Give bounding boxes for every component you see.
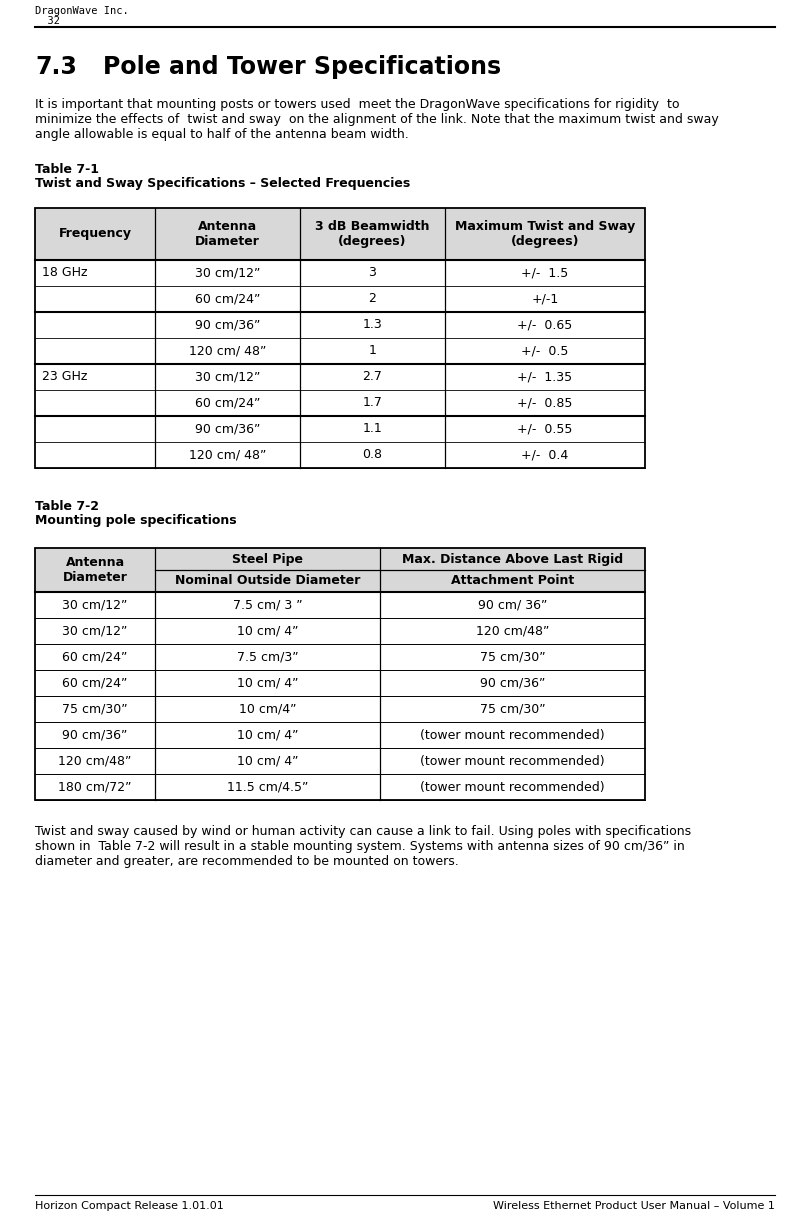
Text: 90 cm/36”: 90 cm/36” — [195, 318, 260, 332]
Text: 90 cm/36”: 90 cm/36” — [62, 729, 128, 741]
Text: 1: 1 — [369, 344, 377, 357]
Text: 7.5 cm/3”: 7.5 cm/3” — [237, 650, 298, 664]
Text: +/-  0.4: +/- 0.4 — [522, 448, 569, 461]
Text: 2: 2 — [369, 293, 377, 305]
Text: 7.5 cm/ 3 ”: 7.5 cm/ 3 ” — [233, 598, 302, 612]
Text: angle allowable is equal to half of the antenna beam width.: angle allowable is equal to half of the … — [35, 128, 409, 140]
Text: Table 7-1: Table 7-1 — [35, 163, 99, 176]
Text: 23 GHz: 23 GHz — [42, 371, 87, 384]
Text: 18 GHz: 18 GHz — [42, 266, 87, 280]
Text: Max. Distance Above Last Rigid: Max. Distance Above Last Rigid — [402, 552, 623, 566]
Text: 10 cm/ 4”: 10 cm/ 4” — [237, 729, 298, 741]
Text: Wireless Ethernet Product User Manual – Volume 1: Wireless Ethernet Product User Manual – … — [493, 1201, 775, 1211]
Text: 75 cm/30”: 75 cm/30” — [480, 702, 546, 716]
Text: 3 dB Beamwidth
(degrees): 3 dB Beamwidth (degrees) — [315, 220, 430, 248]
Text: +/-1: +/-1 — [531, 293, 558, 305]
Text: Table 7-2: Table 7-2 — [35, 500, 99, 513]
Text: It is important that mounting posts or towers used  meet the DragonWave specific: It is important that mounting posts or t… — [35, 98, 679, 111]
Text: 32: 32 — [35, 16, 60, 25]
Text: 10 cm/ 4”: 10 cm/ 4” — [237, 754, 298, 768]
Text: 3: 3 — [369, 266, 377, 280]
Text: 180 cm/72”: 180 cm/72” — [58, 781, 132, 793]
Text: (tower mount recommended): (tower mount recommended) — [420, 781, 605, 793]
Text: 11.5 cm/4.5”: 11.5 cm/4.5” — [227, 781, 308, 793]
Text: shown in  Table 7-2 will result in a stable mounting system. Systems with antenn: shown in Table 7-2 will result in a stab… — [35, 840, 685, 853]
Text: 30 cm/12”: 30 cm/12” — [62, 625, 128, 637]
Text: 90 cm/ 36”: 90 cm/ 36” — [478, 598, 547, 612]
Text: (tower mount recommended): (tower mount recommended) — [420, 754, 605, 768]
Text: 60 cm/24”: 60 cm/24” — [195, 396, 260, 409]
Text: 30 cm/12”: 30 cm/12” — [195, 371, 260, 384]
Text: +/-  0.55: +/- 0.55 — [518, 423, 573, 436]
Text: 120 cm/48”: 120 cm/48” — [58, 754, 132, 768]
Text: +/-  0.65: +/- 0.65 — [518, 318, 573, 332]
Text: 1.3: 1.3 — [362, 318, 382, 332]
Text: 120 cm/ 48”: 120 cm/ 48” — [189, 344, 266, 357]
Text: diameter and greater, are recommended to be mounted on towers.: diameter and greater, are recommended to… — [35, 855, 458, 868]
Text: 7.3: 7.3 — [35, 54, 77, 79]
Text: Antenna
Diameter: Antenna Diameter — [62, 556, 127, 584]
Text: Frequency: Frequency — [58, 228, 131, 241]
Text: +/-  1.5: +/- 1.5 — [522, 266, 569, 280]
Text: 10 cm/4”: 10 cm/4” — [238, 702, 296, 716]
Text: +/-  0.5: +/- 0.5 — [522, 344, 569, 357]
Text: 75 cm/30”: 75 cm/30” — [480, 650, 546, 664]
Bar — [35, 208, 645, 260]
Text: Twist and sway caused by wind or human activity can cause a link to fail. Using : Twist and sway caused by wind or human a… — [35, 825, 691, 838]
Text: 90 cm/36”: 90 cm/36” — [195, 423, 260, 436]
Text: +/-  1.35: +/- 1.35 — [518, 371, 573, 384]
Text: Antenna
Diameter: Antenna Diameter — [195, 220, 260, 248]
Text: 90 cm/36”: 90 cm/36” — [480, 677, 545, 689]
Text: Steel Pipe: Steel Pipe — [232, 552, 303, 566]
Bar — [35, 208, 645, 467]
Text: Attachment Point: Attachment Point — [451, 574, 574, 587]
Text: Mounting pole specifications: Mounting pole specifications — [35, 513, 237, 527]
Text: Horizon Compact Release 1.01.01: Horizon Compact Release 1.01.01 — [35, 1201, 224, 1211]
Text: Pole and Tower Specifications: Pole and Tower Specifications — [103, 54, 501, 79]
Bar — [35, 549, 645, 800]
Text: 30 cm/12”: 30 cm/12” — [62, 598, 128, 612]
Text: 60 cm/24”: 60 cm/24” — [195, 293, 260, 305]
Text: Twist and Sway Specifications – Selected Frequencies: Twist and Sway Specifications – Selected… — [35, 177, 410, 190]
Text: 120 cm/48”: 120 cm/48” — [476, 625, 549, 637]
Text: 0.8: 0.8 — [362, 448, 382, 461]
Text: 1.7: 1.7 — [362, 396, 382, 409]
Text: 120 cm/ 48”: 120 cm/ 48” — [189, 448, 266, 461]
Bar — [35, 549, 645, 592]
Text: 60 cm/24”: 60 cm/24” — [62, 677, 128, 689]
Text: 75 cm/30”: 75 cm/30” — [62, 702, 128, 716]
Text: Maximum Twist and Sway
(degrees): Maximum Twist and Sway (degrees) — [455, 220, 635, 248]
Text: 2.7: 2.7 — [362, 371, 382, 384]
Text: 30 cm/12”: 30 cm/12” — [195, 266, 260, 280]
Text: minimize the effects of  twist and sway  on the alignment of the link. Note that: minimize the effects of twist and sway o… — [35, 113, 718, 126]
Text: 10 cm/ 4”: 10 cm/ 4” — [237, 625, 298, 637]
Text: Nominal Outside Diameter: Nominal Outside Diameter — [175, 574, 360, 587]
Text: (tower mount recommended): (tower mount recommended) — [420, 729, 605, 741]
Text: 1.1: 1.1 — [362, 423, 382, 436]
Text: +/-  0.85: +/- 0.85 — [518, 396, 573, 409]
Text: DragonWave Inc.: DragonWave Inc. — [35, 6, 129, 16]
Text: 60 cm/24”: 60 cm/24” — [62, 650, 128, 664]
Text: 10 cm/ 4”: 10 cm/ 4” — [237, 677, 298, 689]
